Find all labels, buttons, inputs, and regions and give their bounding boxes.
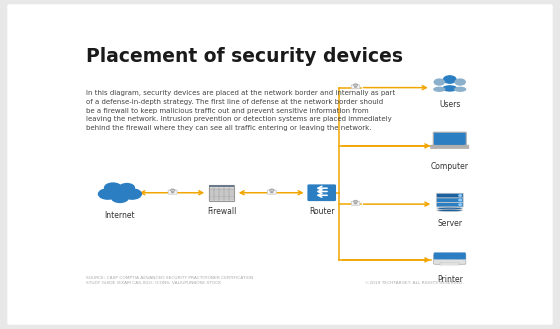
- Circle shape: [111, 192, 129, 203]
- FancyBboxPatch shape: [433, 254, 466, 264]
- Text: In this diagram, security devices are placed at the network border and internall: In this diagram, security devices are pl…: [86, 90, 395, 131]
- FancyBboxPatch shape: [433, 252, 466, 260]
- Circle shape: [106, 185, 133, 201]
- Bar: [209, 185, 235, 187]
- FancyBboxPatch shape: [436, 202, 463, 207]
- Ellipse shape: [437, 209, 463, 212]
- Circle shape: [122, 188, 142, 200]
- FancyBboxPatch shape: [436, 198, 463, 202]
- Circle shape: [459, 195, 461, 196]
- Text: Printer: Printer: [437, 275, 463, 284]
- Bar: [209, 185, 235, 201]
- Circle shape: [459, 199, 461, 201]
- Circle shape: [171, 191, 174, 193]
- FancyBboxPatch shape: [436, 134, 464, 145]
- Text: ©2019 TECHTARGET. ALL RIGHTS RESERVED.: ©2019 TECHTARGET. ALL RIGHTS RESERVED.: [365, 281, 464, 285]
- Text: SOURCE: CASP COMPTIA ADVANCED SECURITY PRACTITIONER CERTIFICATION
STUDY GUIDE (E: SOURCE: CASP COMPTIA ADVANCED SECURITY P…: [86, 276, 254, 285]
- Text: Internet: Internet: [105, 211, 135, 220]
- Circle shape: [354, 86, 357, 87]
- FancyBboxPatch shape: [307, 184, 336, 201]
- Circle shape: [270, 191, 273, 193]
- Text: Server: Server: [437, 219, 462, 228]
- FancyBboxPatch shape: [433, 132, 466, 146]
- Circle shape: [119, 183, 135, 192]
- FancyBboxPatch shape: [267, 190, 276, 194]
- Circle shape: [98, 188, 118, 200]
- Circle shape: [459, 204, 461, 205]
- Circle shape: [455, 79, 465, 85]
- Text: Computer: Computer: [431, 162, 469, 171]
- Ellipse shape: [433, 87, 446, 92]
- Text: Firewall: Firewall: [207, 208, 236, 216]
- Ellipse shape: [437, 207, 463, 210]
- Ellipse shape: [442, 85, 458, 92]
- Circle shape: [104, 182, 122, 193]
- FancyBboxPatch shape: [351, 201, 360, 205]
- Text: Users: Users: [439, 100, 460, 109]
- Bar: [440, 263, 459, 265]
- Text: Router: Router: [309, 207, 334, 216]
- FancyBboxPatch shape: [168, 190, 177, 194]
- Circle shape: [444, 76, 456, 83]
- FancyBboxPatch shape: [436, 193, 463, 198]
- FancyBboxPatch shape: [351, 85, 360, 89]
- Circle shape: [434, 79, 445, 85]
- Text: Placement of security devices: Placement of security devices: [86, 47, 404, 66]
- Circle shape: [354, 203, 357, 204]
- FancyBboxPatch shape: [431, 145, 469, 149]
- Ellipse shape: [454, 87, 466, 92]
